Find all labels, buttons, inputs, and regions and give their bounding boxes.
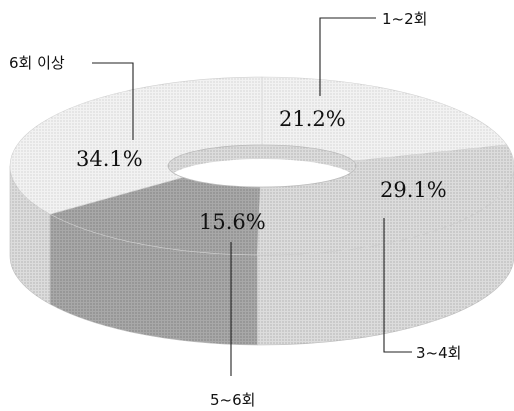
leader-line-6-plus [92, 62, 134, 140]
category-label-5-6: 5~6회 [210, 391, 255, 409]
category-label-1-2: 1~2회 [382, 10, 427, 28]
leader-line-1-2 [319, 17, 376, 96]
data-label-1-2: 21.2% [279, 107, 346, 131]
donut-side-walls [9, 165, 514, 346]
hole-rim [167, 144, 357, 188]
donut-top-faces [9, 76, 514, 256]
data-label-3-4: 29.1% [380, 178, 447, 202]
leader-line-3-4 [383, 218, 412, 353]
hole-wall-1-2회 [262, 145, 354, 176]
category-label-6-plus: 6회 이상 [9, 54, 65, 72]
data-label-5-6: 15.6% [199, 210, 266, 234]
donut-center-hole [167, 144, 357, 188]
category-label-3-4: 3~4회 [416, 344, 461, 362]
data-label-6-plus: 34.1% [76, 147, 143, 171]
hole-wall-6회-이상 [168, 145, 262, 180]
